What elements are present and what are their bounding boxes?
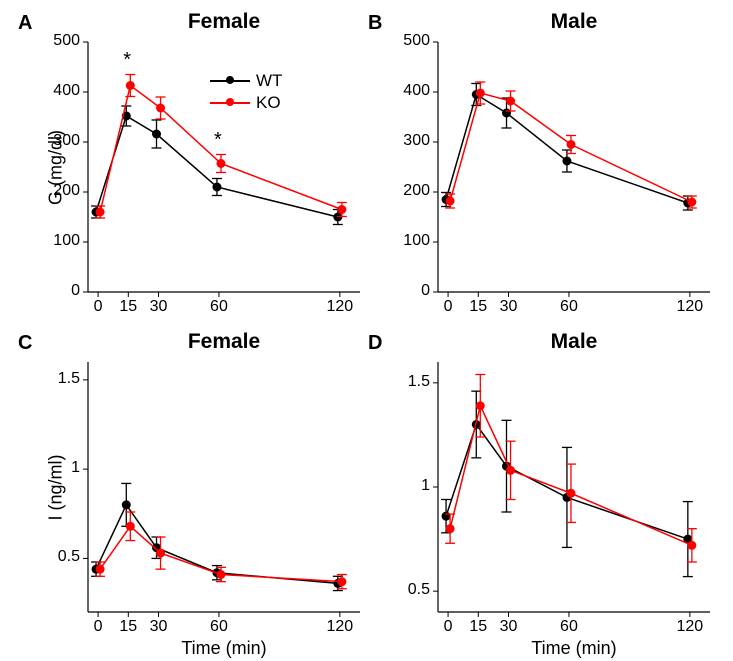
legend-label: KO bbox=[256, 93, 281, 113]
ytick-label: 1.5 bbox=[408, 373, 430, 391]
ytick-label: 300 bbox=[53, 132, 80, 150]
xtick-label: 120 bbox=[675, 298, 705, 316]
ytick-label: 0.5 bbox=[408, 581, 430, 599]
ytick-label: 100 bbox=[403, 232, 430, 250]
panel-title-d: Male bbox=[514, 330, 634, 354]
ytick-label: 1.5 bbox=[58, 370, 80, 388]
ytick-label: 0.5 bbox=[58, 548, 80, 566]
figure-root: AFemaleG (mg/dl)010020030040050001530601… bbox=[0, 0, 733, 661]
xtick-label: 30 bbox=[144, 298, 174, 316]
xtick-label: 15 bbox=[463, 618, 493, 636]
xtick-label: 30 bbox=[494, 618, 524, 636]
legend: WTKO bbox=[210, 70, 282, 114]
panel-label-d: D bbox=[368, 332, 382, 355]
ytick-label: 1 bbox=[421, 477, 430, 495]
legend-label: WT bbox=[256, 71, 282, 91]
sig-star: * bbox=[123, 49, 131, 72]
xtick-label: 0 bbox=[433, 618, 463, 636]
ytick-label: 0 bbox=[421, 282, 430, 300]
ytick-label: 400 bbox=[403, 82, 430, 100]
xtick-label: 30 bbox=[144, 618, 174, 636]
ytick-label: 1 bbox=[71, 459, 80, 477]
panel-title-a: Female bbox=[164, 10, 284, 34]
legend-item: KO bbox=[210, 92, 282, 114]
panel-label-a: A bbox=[18, 12, 32, 35]
xtick-label: 0 bbox=[83, 298, 113, 316]
ytick-label: 0 bbox=[71, 282, 80, 300]
legend-item: WT bbox=[210, 70, 282, 92]
ytick-label: 200 bbox=[53, 182, 80, 200]
xtick-label: 0 bbox=[433, 298, 463, 316]
ytick-label: 300 bbox=[403, 132, 430, 150]
panel-label-c: C bbox=[18, 332, 32, 355]
xtick-label: 60 bbox=[554, 618, 584, 636]
xtick-label: 60 bbox=[204, 618, 234, 636]
ylabel-c: I (ng/ml) bbox=[46, 438, 67, 538]
xtick-label: 15 bbox=[463, 298, 493, 316]
xtick-label: 120 bbox=[325, 618, 355, 636]
xtick-label: 15 bbox=[113, 618, 143, 636]
xtick-label: 120 bbox=[675, 618, 705, 636]
ytick-label: 100 bbox=[53, 232, 80, 250]
panel-title-b: Male bbox=[514, 10, 634, 34]
ytick-label: 500 bbox=[403, 32, 430, 50]
panel-label-b: B bbox=[368, 12, 382, 35]
xtick-label: 15 bbox=[113, 298, 143, 316]
xlabel-c: Time (min) bbox=[164, 638, 284, 659]
xtick-label: 60 bbox=[204, 298, 234, 316]
sig-star: * bbox=[214, 129, 222, 152]
ytick-label: 500 bbox=[53, 32, 80, 50]
xlabel-d: Time (min) bbox=[514, 638, 634, 659]
xtick-label: 120 bbox=[325, 298, 355, 316]
panel-title-c: Female bbox=[164, 330, 284, 354]
legend-swatch bbox=[210, 70, 250, 92]
ytick-label: 400 bbox=[53, 82, 80, 100]
xtick-label: 0 bbox=[83, 618, 113, 636]
legend-swatch bbox=[210, 92, 250, 114]
xtick-label: 60 bbox=[554, 298, 584, 316]
xtick-label: 30 bbox=[494, 298, 524, 316]
ytick-label: 200 bbox=[403, 182, 430, 200]
